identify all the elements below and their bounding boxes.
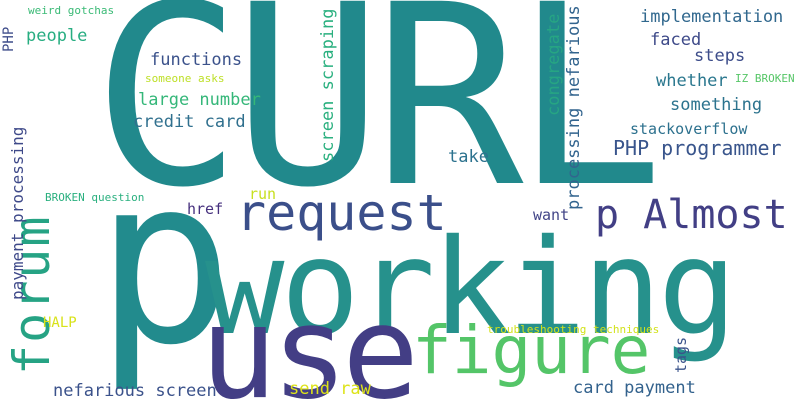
word-halp: HALP bbox=[43, 315, 77, 331]
word-people: people bbox=[26, 26, 88, 46]
word-payment-processing: payment processing bbox=[8, 126, 27, 300]
word-php-programmer: PHP programmer bbox=[613, 136, 782, 160]
word-nefarious-screen: nefarious screen bbox=[53, 381, 217, 400]
word-functions: functions bbox=[150, 50, 243, 70]
word-troubleshooting-techniques: troubleshooting techniques bbox=[487, 323, 660, 336]
word-run: run bbox=[249, 185, 277, 203]
word-tags: tags bbox=[672, 336, 690, 373]
word-something: something bbox=[670, 95, 763, 115]
word-credit-card: credit card bbox=[133, 112, 246, 132]
word-use: use bbox=[200, 279, 419, 400]
word-request: request bbox=[236, 184, 447, 242]
word-p-almost: p Almost bbox=[595, 192, 788, 238]
word-someone-asks: someone asks bbox=[145, 72, 225, 85]
word-card-payment: card payment bbox=[573, 378, 696, 398]
word-working: working bbox=[205, 211, 737, 365]
word-p: p bbox=[95, 129, 234, 396]
word-want: want bbox=[533, 206, 570, 224]
word-take: take bbox=[448, 147, 489, 167]
word-processing-nefarious: processing nefarious bbox=[564, 5, 584, 210]
word-figure: figure bbox=[412, 312, 651, 389]
word-screen-scraping: screen scraping bbox=[318, 8, 338, 162]
word-congregate: congregate bbox=[544, 13, 564, 116]
word-whether: whether bbox=[656, 71, 728, 91]
word-steps: steps bbox=[694, 46, 746, 66]
word-large-number: large number bbox=[138, 90, 261, 110]
word-weird-gotchas: weird gotchas bbox=[28, 4, 115, 17]
word-php: PHP bbox=[1, 26, 17, 52]
word-href: href bbox=[187, 200, 224, 218]
word-implementation: implementation bbox=[640, 7, 784, 27]
word-broken-question: BROKEN question bbox=[45, 191, 145, 204]
word-curl: CURL bbox=[92, 0, 664, 242]
word-faced: faced bbox=[650, 30, 702, 50]
word-stackoverflow: stackoverflow bbox=[630, 120, 748, 138]
word-iz-broken: IZ BROKEN bbox=[735, 72, 795, 85]
word-send-raw: send raw bbox=[289, 379, 371, 399]
